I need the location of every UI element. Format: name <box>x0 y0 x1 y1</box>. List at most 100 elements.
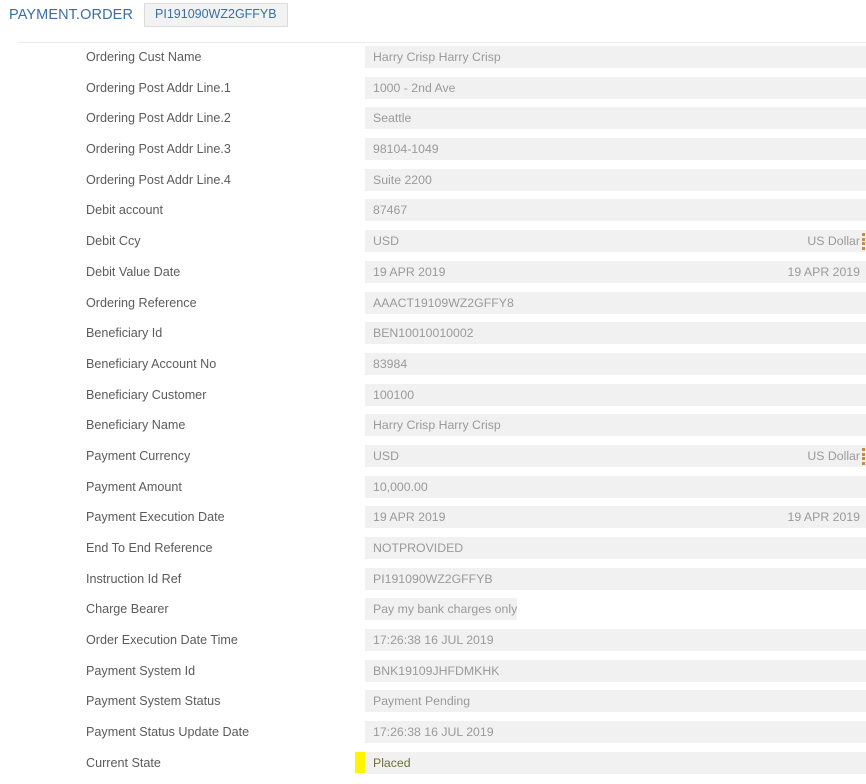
field-label: Beneficiary Account No <box>86 356 217 371</box>
form-row: Debit account 87467 <box>0 199 866 230</box>
field-value: 98104-1049 <box>373 142 439 157</box>
field-value: BNK19109JHFDMKHK <box>373 663 500 678</box>
field-label: Ordering Post Addr Line.1 <box>86 80 231 95</box>
field-value-box[interactable]: USD US Dollar <box>365 230 866 253</box>
field-label: Payment Currency <box>86 448 191 463</box>
field-label: Instruction Id Ref <box>86 571 182 586</box>
payment-order-form: Ordering Cust Name Harry Crisp Harry Cris… <box>0 46 866 783</box>
field-label: Payment System Id <box>86 663 196 678</box>
field-value: 19 APR 2019 <box>373 510 446 525</box>
form-row: Debit Ccy USD US Dollar <box>0 230 866 261</box>
form-row: Payment Amount 10,000.00 <box>0 475 866 507</box>
field-value: USD <box>373 448 399 463</box>
field-value: 19 APR 2019 <box>373 264 446 279</box>
field-label: Charge Bearer <box>86 602 169 617</box>
field-value: Suite 2200 <box>373 172 432 187</box>
field-value: PI191090WZ2GFFYB <box>373 571 493 586</box>
field-value-box[interactable]: USD US Dollar <box>365 444 866 467</box>
form-row: Payment Execution Date 19 APR 2019 19 APR … <box>0 506 866 537</box>
form-row: Payment Status Update Date 17:26:38 16 JU… <box>0 721 866 752</box>
field-value: Payment Pending <box>373 694 471 709</box>
field-label: Beneficiary Customer <box>86 387 207 402</box>
field-value-box[interactable]: 19 APR 2019 19 APR 2019 <box>365 506 866 529</box>
field-label: Order Execution Date Time <box>86 633 238 648</box>
more-options-icon[interactable] <box>862 447 865 465</box>
form-row: Instruction Id Ref PI191090WZ2GFFYB <box>0 567 866 599</box>
page-header: PAYMENT.ORDER PI191090WZ2GFFYB <box>0 0 866 30</box>
form-row: Ordering Post Addr Line.3 98104-1049 <box>0 138 866 169</box>
field-value-box[interactable]: Pay my bank charges only <box>365 598 518 621</box>
field-value-box[interactable]: 87467 <box>365 199 866 222</box>
field-label: Debit account <box>86 203 164 218</box>
field-value-box[interactable]: Placed <box>365 751 866 774</box>
field-secondary-value: 19 APR 2019 <box>787 264 860 279</box>
field-value: 87467 <box>373 203 408 218</box>
form-row: Payment Currency USD US Dollar <box>0 444 866 476</box>
field-value-box[interactable]: 17:26:38 16 JUL 2019 <box>365 721 866 744</box>
form-row: Debit Value Date 19 APR 2019 19 APR 2019 <box>0 260 866 292</box>
field-value-box[interactable]: PI191090WZ2GFFYB <box>365 567 866 590</box>
field-label: Payment Amount <box>86 479 182 494</box>
field-value-box[interactable]: 98104-1049 <box>365 138 866 161</box>
field-value: BEN10010010002 <box>373 326 474 341</box>
field-label: End To End Reference <box>86 541 213 555</box>
field-secondary-value: 19 APR 2019 <box>787 510 860 525</box>
field-value-box[interactable]: 19 APR 2019 19 APR 2019 <box>365 260 866 283</box>
field-value: 83984 <box>373 356 408 371</box>
form-row: Beneficiary Customer 100100 <box>0 383 866 415</box>
field-label: Payment Execution Date <box>86 510 225 525</box>
field-label: Ordering Post Addr Line.3 <box>86 142 231 157</box>
field-value: USD <box>373 234 399 249</box>
page-title: PAYMENT.ORDER <box>9 7 134 23</box>
form-row: Beneficiary Account No 83984 <box>0 352 866 384</box>
record-id-tab[interactable]: PI191090WZ2GFFYB <box>144 3 288 27</box>
field-value-box[interactable]: BEN10010010002 <box>365 322 866 345</box>
field-label: Ordering Cust Name <box>86 50 202 64</box>
field-label: Debit Value Date <box>86 264 181 279</box>
field-value: Placed <box>373 755 411 770</box>
field-value: 17:26:38 16 JUL 2019 <box>373 725 494 740</box>
field-value-box[interactable]: Harry Crisp Harry Crisp <box>365 46 866 68</box>
field-value-box[interactable]: BNK19109JHFDMKHK <box>365 659 866 682</box>
field-value: AAACT19109WZ2GFFY8 <box>373 295 514 310</box>
more-options-icon[interactable] <box>862 233 865 251</box>
field-label: Payment Status Update Date <box>86 725 250 740</box>
form-row: Current State Placed <box>0 751 866 783</box>
field-value: 17:26:38 16 JUL 2019 <box>373 633 494 648</box>
field-value-box[interactable]: 17:26:38 16 JUL 2019 <box>365 629 866 652</box>
field-value-box[interactable]: 10,000.00 <box>365 475 866 498</box>
form-row: End To End Reference NOTPROVIDED <box>0 537 866 568</box>
form-row: Ordering Cust Name Harry Crisp Harry Cris… <box>0 46 866 77</box>
field-value-box[interactable]: Harry Crisp Harry Crisp <box>365 414 866 437</box>
field-value-box[interactable]: Seattle <box>365 107 866 130</box>
field-value-box[interactable]: 83984 <box>365 352 866 375</box>
field-label: Beneficiary Name <box>86 418 186 433</box>
field-value: Seattle <box>373 111 412 126</box>
field-label: Ordering Post Addr Line.4 <box>86 172 231 187</box>
field-value-box[interactable]: 100100 <box>365 383 866 406</box>
field-value: NOTPROVIDED <box>373 541 464 555</box>
form-row: Ordering Reference AAACT19109WZ2GFFY8 <box>0 291 866 323</box>
form-row: Beneficiary Id BEN10010010002 <box>0 322 866 353</box>
field-value-box[interactable]: NOTPROVIDED <box>365 537 866 559</box>
form-row: Payment System Status Payment Pending <box>0 690 866 721</box>
form-row: Ordering Post Addr Line.2 Seattle <box>0 107 866 138</box>
form-row: Ordering Post Addr Line.1 1000 - 2nd Ave <box>0 76 866 108</box>
field-value: 10,000.00 <box>373 479 428 494</box>
field-label: Payment System Status <box>86 694 221 709</box>
form-row: Order Execution Date Time 17:26:38 16 JUL… <box>0 629 866 660</box>
field-value-box[interactable]: AAACT19109WZ2GFFY8 <box>365 291 866 314</box>
field-value: 1000 - 2nd Ave <box>373 80 456 95</box>
header-divider <box>18 42 866 43</box>
field-label: Ordering Reference <box>86 295 197 310</box>
form-row: Ordering Post Addr Line.4 Suite 2200 <box>0 168 866 200</box>
field-value-box[interactable]: Payment Pending <box>365 690 866 713</box>
field-label: Beneficiary Id <box>86 326 163 341</box>
field-value: 100100 <box>373 387 415 402</box>
field-value: Pay my bank charges only <box>373 602 518 617</box>
field-secondary-value: US Dollar <box>807 448 860 463</box>
form-row: Charge Bearer Pay my bank charges only <box>0 598 866 629</box>
field-value-box[interactable]: 1000 - 2nd Ave <box>365 76 866 99</box>
field-secondary-value: US Dollar <box>807 234 860 249</box>
field-value-box[interactable]: Suite 2200 <box>365 168 866 191</box>
